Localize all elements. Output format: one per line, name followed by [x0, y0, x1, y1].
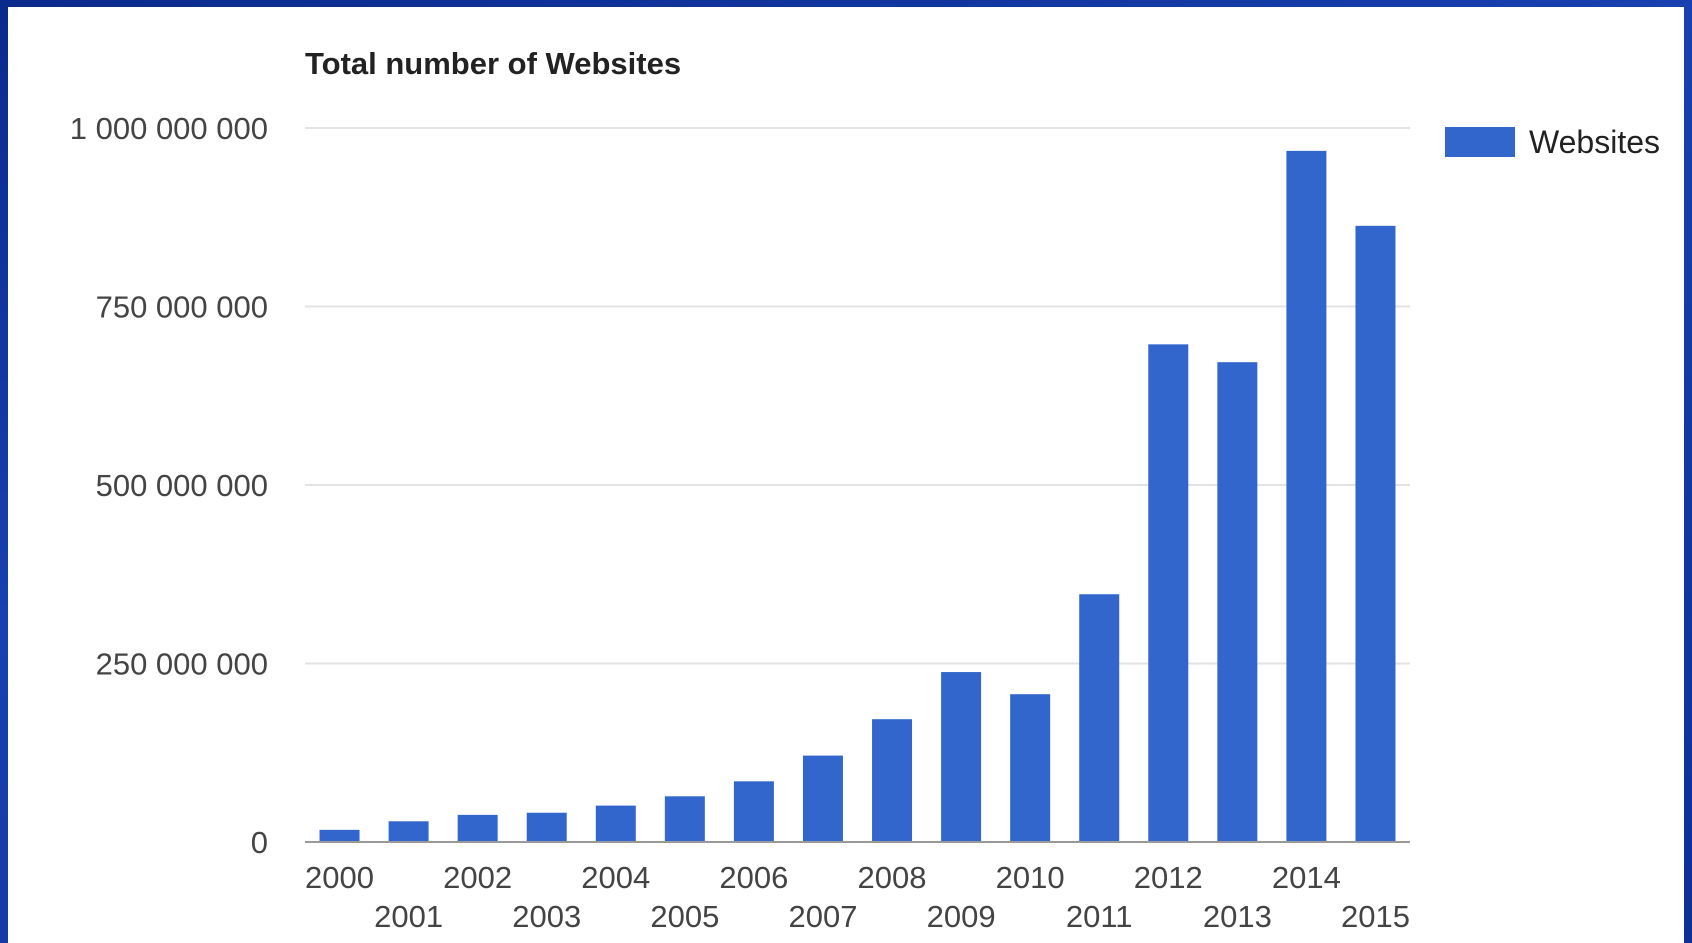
x-tick-label: 2004 [581, 860, 650, 895]
bars [319, 150, 1396, 842]
bar-2011[interactable] [1079, 594, 1120, 842]
bar-2003[interactable] [526, 812, 567, 842]
x-tick-label: 2008 [858, 860, 927, 895]
bar-2000[interactable] [319, 829, 360, 842]
bar-2007[interactable] [802, 755, 843, 842]
x-tick-label: 2001 [374, 899, 443, 934]
x-tick-label: 2006 [719, 860, 788, 895]
x-tick-label: 2003 [512, 899, 581, 934]
y-tick-label: 1 000 000 000 [70, 111, 268, 146]
bar-2001[interactable] [388, 821, 429, 842]
x-tick-label: 2002 [443, 860, 512, 895]
x-tick-label: 2009 [927, 899, 996, 934]
bar-2013[interactable] [1217, 362, 1258, 842]
bar-2015[interactable] [1355, 225, 1396, 842]
x-axis-tick-labels: 2000200120022003200420052006200720082009… [305, 860, 1410, 934]
y-tick-label: 0 [251, 825, 268, 860]
bar-2002[interactable] [457, 814, 498, 842]
x-tick-label: 2000 [305, 860, 374, 895]
bar-2005[interactable] [664, 796, 705, 842]
legend-swatch [1445, 127, 1515, 157]
x-tick-label: 2012 [1134, 860, 1203, 895]
y-tick-label: 750 000 000 [96, 290, 268, 325]
chart-title: Total number of Websites [305, 46, 681, 81]
x-tick-label: 2005 [650, 899, 719, 934]
bar-2014[interactable] [1286, 150, 1327, 842]
legend-label: Websites [1529, 124, 1660, 160]
x-tick-label: 2014 [1272, 860, 1341, 895]
y-tick-label: 500 000 000 [96, 468, 268, 503]
bar-2009[interactable] [941, 672, 982, 842]
chart-background [8, 7, 1684, 943]
bar-2012[interactable] [1148, 344, 1189, 842]
x-tick-label: 2015 [1341, 899, 1410, 934]
y-axis-tick-labels: 0 250 000 000 500 000 000 750 000 000 1 000 … [70, 111, 268, 860]
x-tick-label: 2010 [996, 860, 1065, 895]
y-tick-label: 250 000 000 [96, 647, 268, 682]
x-tick-label: 2007 [788, 899, 857, 934]
x-tick-label: 2013 [1203, 899, 1272, 934]
bar-2008[interactable] [872, 719, 913, 842]
bar-2006[interactable] [733, 781, 774, 842]
legend[interactable]: Websites [1445, 124, 1660, 160]
bar-2010[interactable] [1010, 694, 1051, 842]
x-tick-label: 2011 [1066, 899, 1133, 934]
bar-2004[interactable] [595, 805, 636, 842]
